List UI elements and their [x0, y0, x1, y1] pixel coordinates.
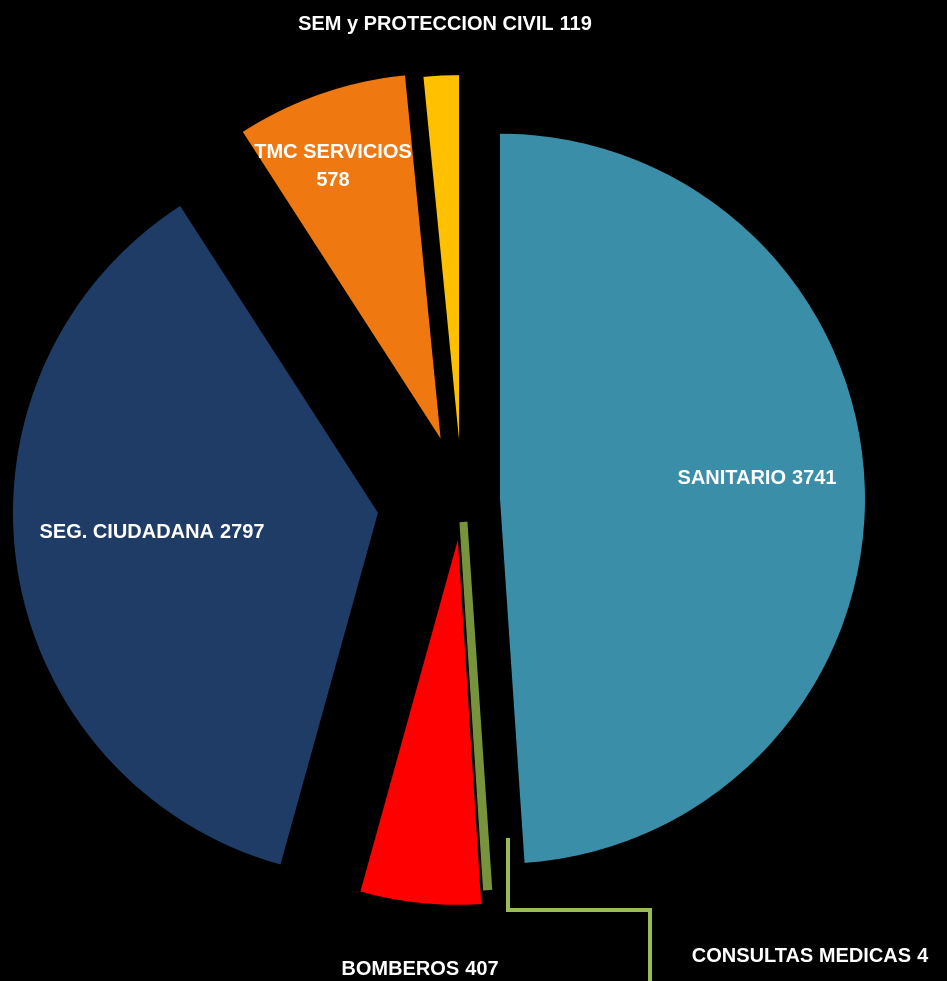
pie-slice [12, 206, 378, 865]
pie-slice [423, 75, 460, 441]
label-value: 3741 [792, 467, 837, 489]
pie-slice [499, 133, 865, 863]
label-value: 119 [560, 13, 592, 35]
pie-slice [360, 539, 482, 905]
label-category: SEG. CIUDADANA [40, 521, 214, 543]
label-value: 4 [917, 945, 929, 967]
pie-slice [459, 521, 493, 891]
label-value: 2797 [220, 521, 265, 543]
label-value: 578 [316, 169, 349, 191]
data-label: CONSULTAS MEDICAS 4 [692, 945, 929, 967]
label-category: TMC SERVICIOS [254, 141, 411, 163]
label-category: BOMBEROS [341, 958, 459, 980]
pie-slice [242, 75, 441, 439]
label-category: CONSULTAS MEDICAS [692, 945, 911, 967]
data-label: TMC SERVICIOS 578 [254, 141, 411, 191]
data-label: SEG. CIUDADANA 2797 [40, 521, 265, 543]
data-label: BOMBEROS 407 [341, 958, 498, 980]
label-value: 407 [465, 958, 498, 980]
data-label: SEM y PROTECCION CIVIL 119 [298, 13, 592, 35]
label-category: SEM y PROTECCION CIVIL [298, 13, 554, 35]
leader-line [506, 838, 652, 981]
label-category: SANITARIO [677, 467, 786, 489]
data-label: SANITARIO 3741 [677, 467, 836, 489]
